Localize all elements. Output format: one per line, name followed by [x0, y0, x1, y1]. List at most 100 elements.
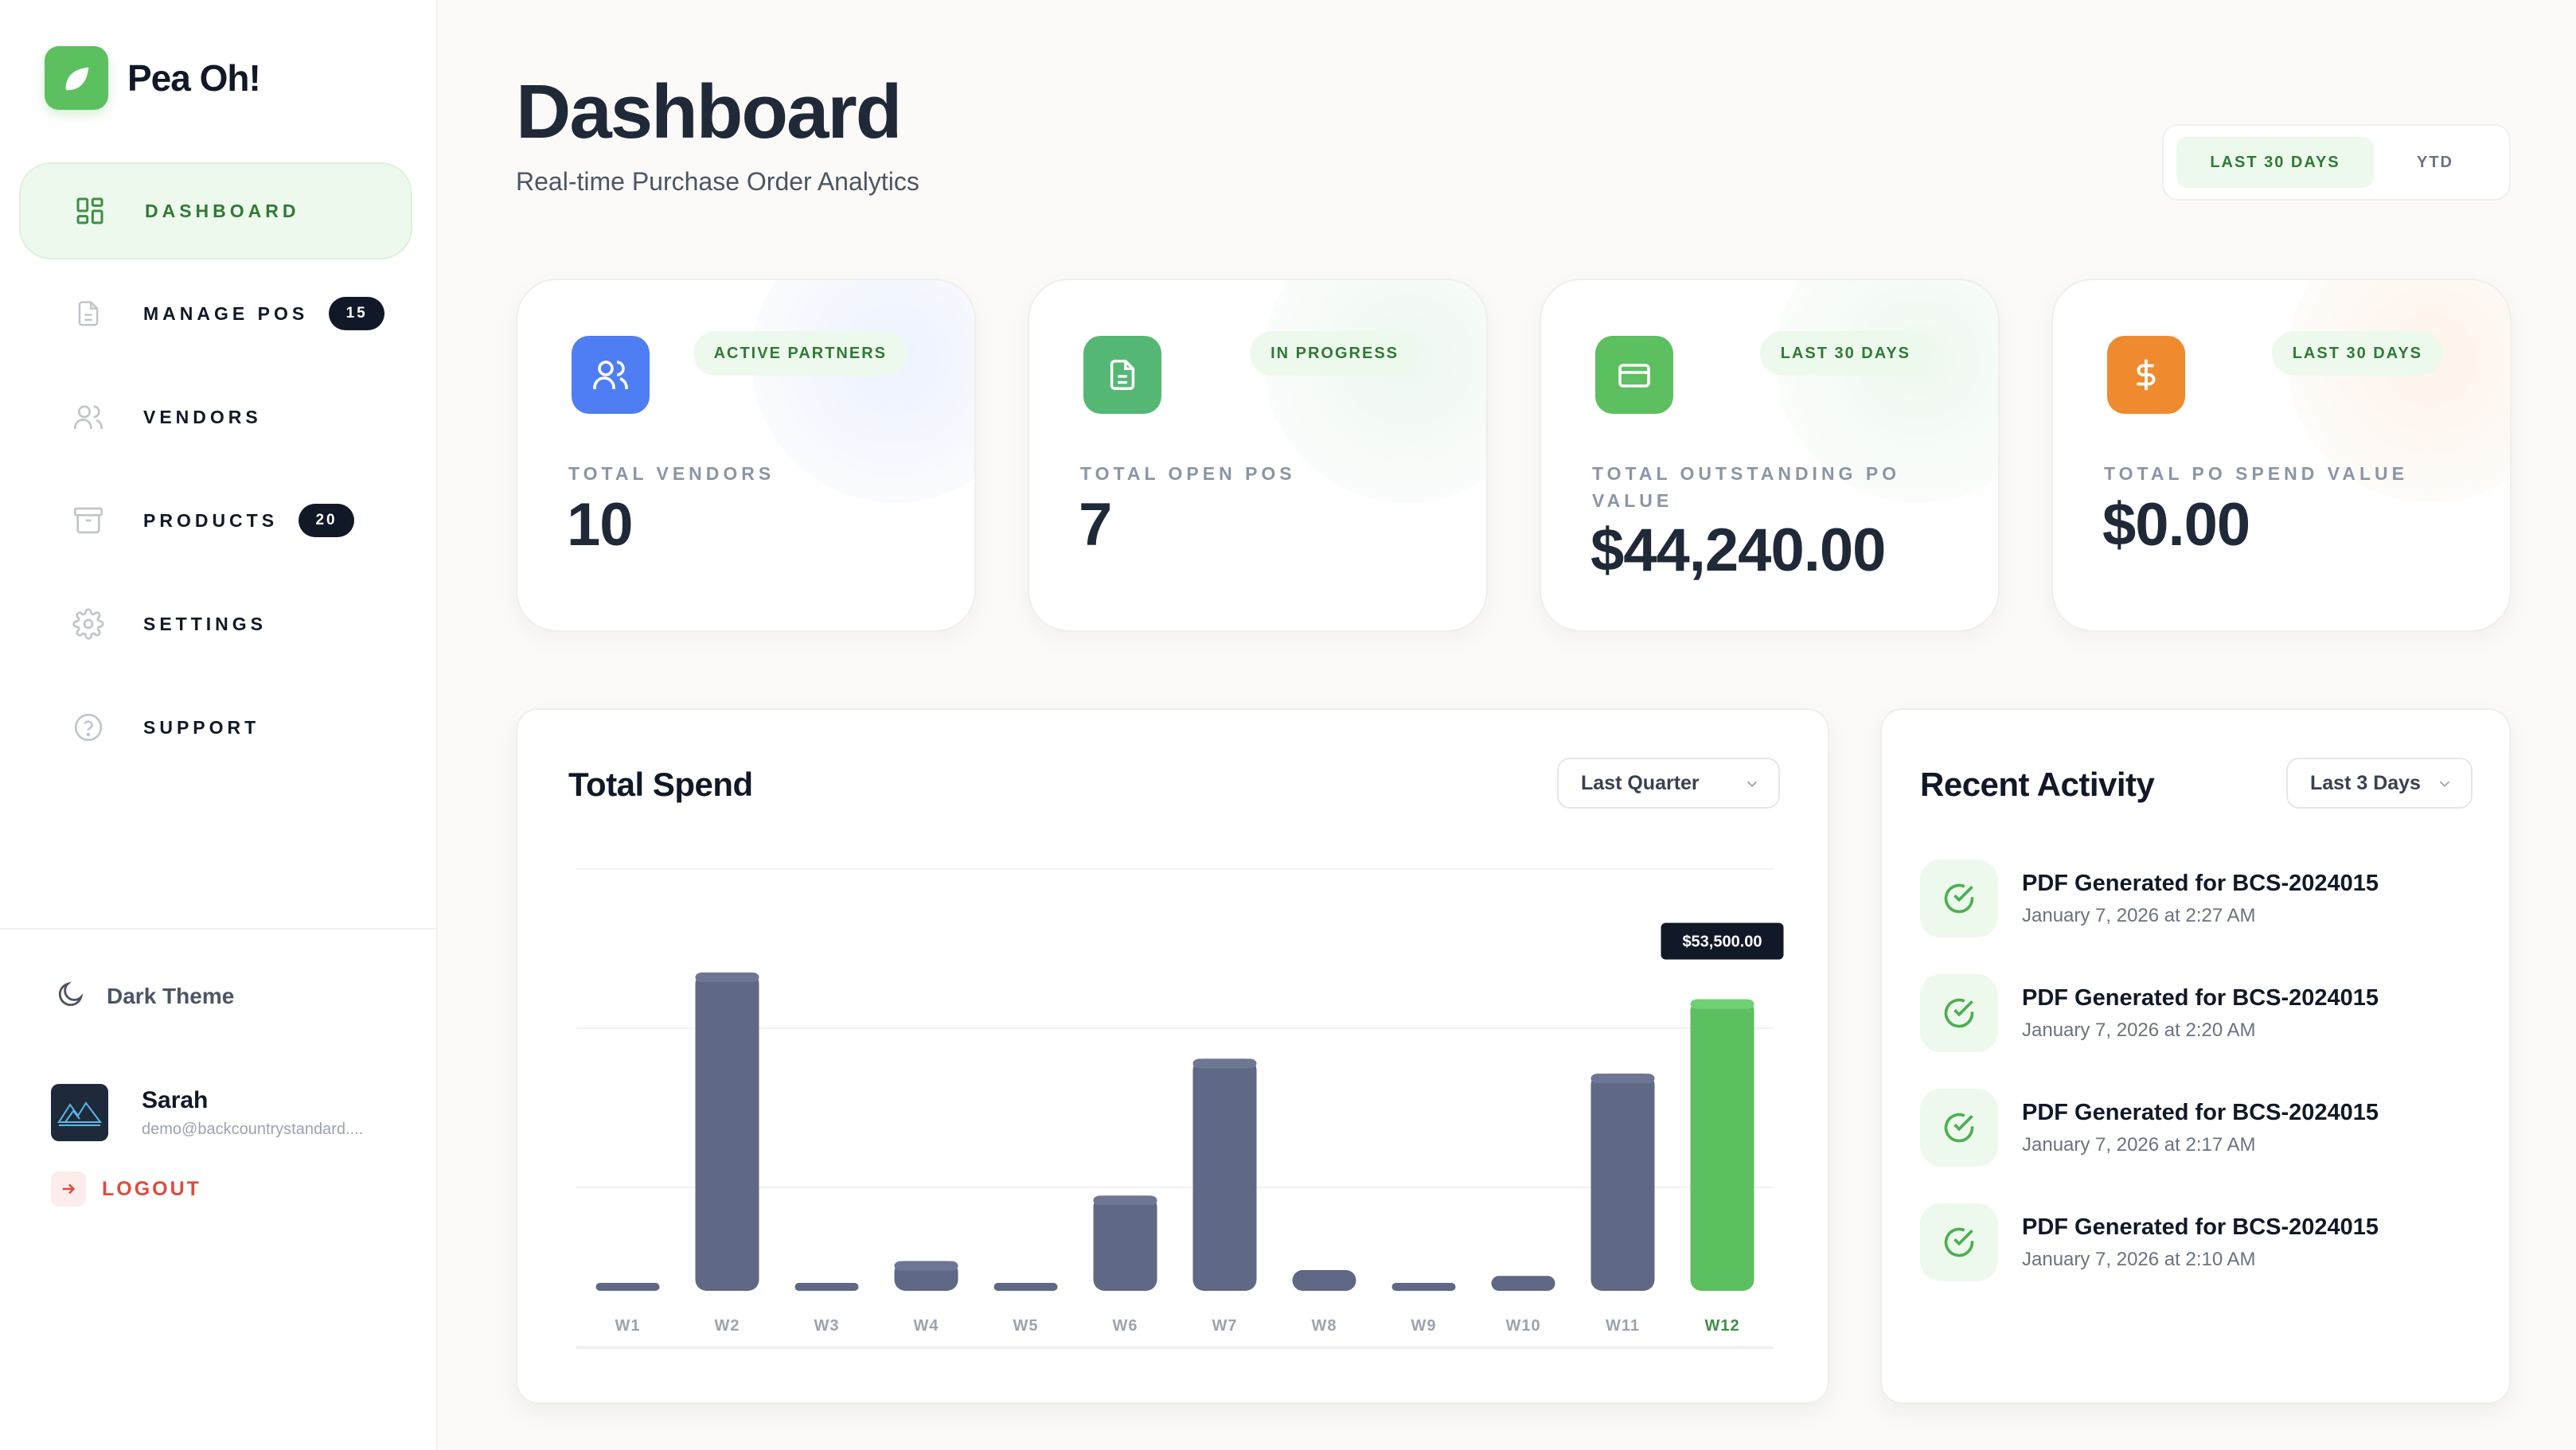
help-circle-icon [72, 711, 105, 744]
user-profile[interactable]: Sarah demo@backcountrystandard.... [51, 1084, 363, 1141]
activity-period-select[interactable]: Last 3 Days [2286, 758, 2473, 809]
spend-period-select[interactable]: Last Quarter [1557, 758, 1780, 809]
chart-bar-w2[interactable] [695, 973, 759, 1291]
chart-tooltip-box [1661, 922, 1784, 960]
activity-title: PDF Generated for BCS-2024015 [2022, 1214, 2379, 1240]
sidebar-item-label: VENDORS [143, 406, 262, 427]
activity-item[interactable]: PDF Generated for BCS-2024015 January 7,… [1920, 859, 2379, 937]
chart-bar-w3[interactable] [794, 1283, 859, 1291]
stat-card-total-vendors: ACTIVE PARTNERS TOTAL VENDORS 10 [516, 279, 976, 632]
dark-theme-toggle[interactable]: Dark Theme [56, 979, 234, 1013]
count-badge: 15 [329, 297, 385, 330]
leaf-logo-icon [45, 46, 108, 110]
stat-value: 10 [567, 491, 634, 559]
range-last-30-days-button[interactable]: LAST 30 DAYS [2176, 137, 2374, 188]
archive-box-icon [72, 504, 105, 537]
sidebar-item-vendors[interactable]: VENDORS [19, 368, 412, 466]
status-badge: IN PROGRESS [1250, 331, 1419, 376]
activity-time: January 7, 2026 at 2:10 AM [2022, 1248, 2256, 1270]
range-ytd-button[interactable]: YTD [2417, 153, 2453, 171]
recent-activity-card: Recent Activity Last 3 Days PDF Generate… [1880, 708, 2511, 1404]
user-email: demo@backcountrystandard.... [142, 1120, 364, 1138]
chart-x-tick-label: W8 [1312, 1317, 1337, 1335]
chart-tooltip-value: $53,500.00 [1682, 934, 1762, 951]
chart-bar-highlight-cap [1192, 1058, 1257, 1069]
sidebar-item-label: PRODUCTS [143, 509, 279, 531]
sidebar-nav: DASHBOARD MANAGE POS 15 VENDORS PRODUCTS… [19, 162, 412, 782]
sidebar-item-support[interactable]: SUPPORT [19, 678, 412, 777]
sidebar-divider [0, 928, 438, 930]
stat-card-total-open-pos: IN PROGRESS TOTAL OPEN POS 7 [1028, 279, 1488, 632]
sidebar-item-manage-pos[interactable]: MANAGE POS 15 [19, 264, 412, 363]
dashboard-grid-icon [73, 194, 107, 228]
stat-card-total-po-spend-value: LAST 30 DAYS TOTAL PO SPEND VALUE $0.00 [2051, 279, 2512, 632]
chart-bar-w11[interactable] [1590, 1074, 1655, 1291]
page-subtitle: Real-time Purchase Order Analytics [516, 167, 919, 196]
credit-card-icon [1595, 336, 1673, 414]
logout-button[interactable]: LOGOUT [51, 1171, 201, 1206]
activity-item[interactable]: PDF Generated for BCS-2024015 January 7,… [1920, 1203, 2379, 1281]
chart-bar-w12[interactable] [1690, 999, 1754, 1291]
sidebar-item-settings[interactable]: SETTINGS [19, 575, 412, 673]
arrow-right-icon [51, 1171, 86, 1206]
count-badge: 20 [299, 504, 355, 537]
chart-x-tick-label: W2 [715, 1317, 740, 1335]
activity-time: January 7, 2026 at 2:20 AM [2022, 1019, 2256, 1041]
chart-tooltip: $53,500.00 [1661, 922, 1784, 960]
check-circle-icon [1920, 974, 1998, 1052]
dark-theme-label: Dark Theme [107, 983, 235, 1008]
stat-value: 7 [1079, 491, 1112, 559]
chart-bar-w10[interactable] [1491, 1276, 1555, 1291]
page-title: Dashboard [516, 69, 902, 154]
chart-bar-w5[interactable] [993, 1283, 1058, 1291]
chart-x-tick-label: W12 [1704, 1317, 1739, 1335]
range-toggle: LAST 30 DAYS YTD [2162, 124, 2511, 201]
document-icon [72, 297, 105, 330]
stat-label: TOTAL OPEN POS [1080, 463, 1296, 484]
app-logo[interactable]: Pea Oh! [45, 46, 261, 110]
chart-bar-w6[interactable] [1093, 1195, 1157, 1291]
sidebar-item-label: MANAGE POS [143, 302, 309, 324]
activity-item[interactable]: PDF Generated for BCS-2024015 January 7,… [1920, 1089, 2379, 1167]
stat-value: $0.00 [2102, 491, 2250, 559]
chart-x-tick-label: W7 [1212, 1317, 1238, 1335]
select-value: Last Quarter [1581, 771, 1700, 794]
gear-icon [72, 607, 105, 641]
chart-x-tick-label: W3 [814, 1317, 840, 1335]
activity-time: January 7, 2026 at 2:17 AM [2022, 1133, 2256, 1156]
chart-bar-highlight-cap [1093, 1195, 1157, 1206]
activity-title: PDF Generated for BCS-2024015 [2022, 1099, 2379, 1125]
stat-label: TOTAL OUTSTANDING PO VALUE [1592, 463, 1901, 511]
users-icon [72, 400, 105, 434]
check-circle-icon [1920, 1203, 1998, 1281]
recent-activity-title: Recent Activity [1920, 766, 2155, 803]
app-name: Pea Oh! [127, 57, 261, 99]
select-value: Last 3 Days [2310, 771, 2421, 794]
sidebar-item-label: SUPPORT [143, 716, 260, 738]
chart-bar-w7[interactable] [1192, 1058, 1257, 1291]
status-badge: LAST 30 DAYS [2271, 331, 2443, 376]
status-badge: ACTIVE PARTNERS [693, 331, 907, 376]
chart-bar-w9[interactable] [1391, 1283, 1456, 1291]
activity-time: January 7, 2026 at 2:27 AM [2022, 904, 2256, 926]
chart-bar-highlight-cap [1590, 1074, 1655, 1084]
stat-label: TOTAL PO SPEND VALUE [2104, 463, 2408, 484]
chart-bar-w8[interactable] [1292, 1269, 1356, 1291]
document-icon [1083, 336, 1161, 414]
chart-x-tick-label: W10 [1505, 1317, 1540, 1335]
chevron-down-icon [1747, 781, 1758, 788]
sidebar: Pea Oh! DASHBOARD MANAGE POS 15 VENDORS [0, 0, 438, 1450]
sidebar-item-dashboard[interactable]: DASHBOARD [19, 162, 412, 259]
moon-icon [56, 979, 86, 1013]
logout-label: LOGOUT [102, 1177, 201, 1200]
check-circle-icon [1920, 1089, 1998, 1167]
sidebar-item-products[interactable]: PRODUCTS 20 [19, 471, 412, 570]
chart-x-tick-label: W4 [914, 1317, 939, 1335]
sidebar-item-label: DASHBOARD [145, 200, 300, 221]
chart-bar-highlight-cap [695, 973, 759, 982]
check-circle-icon [1920, 859, 1998, 937]
activity-item[interactable]: PDF Generated for BCS-2024015 January 7,… [1920, 974, 2379, 1052]
chart-bar-w1[interactable] [595, 1283, 660, 1291]
chart-x-tick-label: W11 [1606, 1317, 1640, 1335]
total-spend-card: Total Spend Last Quarter W1 W2 W3 W4 W5 W6 W7 W… [516, 708, 1829, 1404]
